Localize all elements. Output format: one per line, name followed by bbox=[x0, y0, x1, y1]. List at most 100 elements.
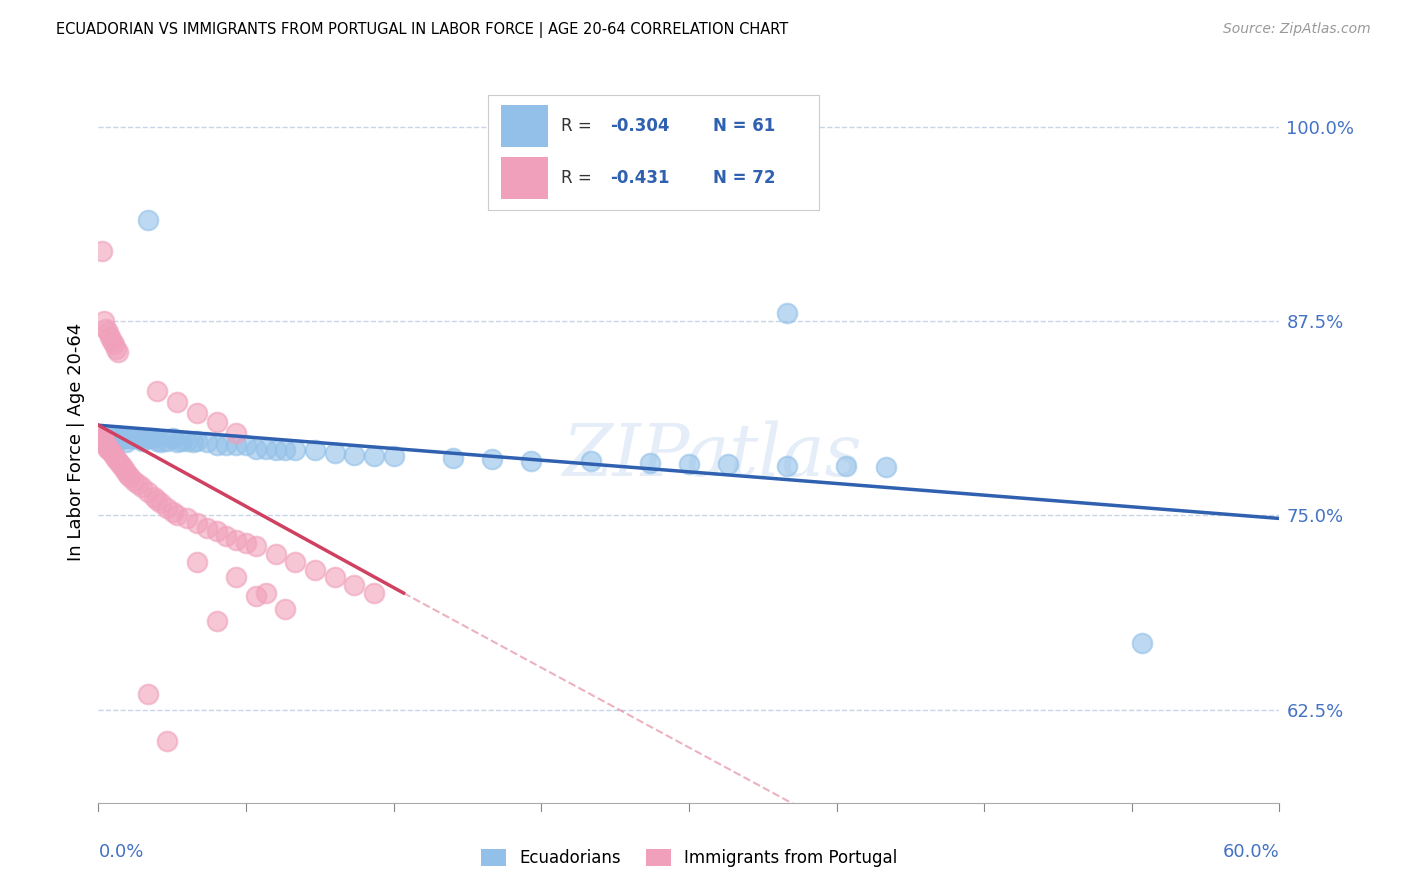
Point bbox=[579, 454, 602, 468]
Text: ZIPatlas: ZIPatlas bbox=[562, 421, 862, 491]
Point bbox=[186, 406, 208, 420]
Point bbox=[142, 431, 165, 445]
Point bbox=[96, 438, 118, 452]
Point bbox=[215, 438, 238, 452]
Point bbox=[105, 342, 128, 356]
Point bbox=[91, 244, 114, 259]
Point bbox=[235, 438, 257, 452]
Point bbox=[96, 438, 118, 452]
Point bbox=[103, 337, 125, 351]
Point bbox=[117, 431, 139, 445]
Point bbox=[112, 461, 135, 475]
Point bbox=[93, 434, 115, 448]
Point bbox=[136, 431, 159, 445]
Point bbox=[136, 485, 159, 500]
Point bbox=[118, 469, 141, 483]
Point bbox=[717, 457, 740, 471]
Point bbox=[93, 431, 115, 445]
Point bbox=[156, 500, 179, 515]
Point bbox=[195, 521, 218, 535]
Point bbox=[131, 434, 153, 448]
Point bbox=[835, 458, 858, 473]
Point bbox=[107, 454, 129, 468]
Point bbox=[142, 490, 165, 504]
Point bbox=[103, 431, 125, 445]
Point bbox=[108, 457, 131, 471]
Point bbox=[225, 533, 247, 548]
Point bbox=[122, 474, 145, 488]
Point bbox=[91, 431, 114, 445]
Point bbox=[156, 434, 179, 448]
Point bbox=[121, 431, 143, 445]
Point bbox=[1130, 636, 1153, 650]
Point bbox=[101, 431, 124, 445]
Point bbox=[103, 450, 125, 464]
Point bbox=[89, 431, 111, 445]
Point bbox=[101, 334, 124, 349]
Point bbox=[166, 395, 188, 409]
Point bbox=[97, 431, 120, 445]
Text: ECUADORIAN VS IMMIGRANTS FROM PORTUGAL IN LABOR FORCE | AGE 20-64 CORRELATION CH: ECUADORIAN VS IMMIGRANTS FROM PORTUGAL I… bbox=[56, 22, 789, 38]
Point bbox=[107, 431, 129, 445]
Point bbox=[225, 425, 247, 440]
Point bbox=[107, 345, 129, 359]
Point bbox=[127, 477, 149, 491]
Point bbox=[138, 431, 160, 445]
Point bbox=[111, 431, 134, 445]
Point bbox=[127, 431, 149, 445]
Point bbox=[156, 733, 179, 747]
Point bbox=[181, 435, 204, 450]
Point bbox=[131, 480, 153, 494]
Point bbox=[118, 431, 141, 445]
Point bbox=[112, 431, 135, 445]
Point bbox=[176, 511, 198, 525]
Point bbox=[264, 547, 287, 561]
Point bbox=[89, 431, 111, 445]
Point bbox=[245, 589, 267, 603]
Point bbox=[264, 443, 287, 458]
Point bbox=[98, 443, 121, 458]
Point bbox=[162, 431, 184, 445]
Point bbox=[122, 431, 145, 445]
Point bbox=[93, 431, 115, 445]
Point bbox=[93, 434, 115, 448]
Point bbox=[111, 458, 134, 473]
Point bbox=[166, 435, 188, 450]
Point bbox=[91, 431, 114, 445]
Point bbox=[166, 508, 188, 523]
Point bbox=[205, 524, 228, 538]
Point bbox=[115, 435, 138, 450]
Point bbox=[195, 435, 218, 450]
Point bbox=[304, 443, 326, 458]
Point bbox=[96, 322, 118, 336]
Point bbox=[170, 434, 193, 448]
Y-axis label: In Labor Force | Age 20-64: In Labor Force | Age 20-64 bbox=[66, 322, 84, 561]
Point bbox=[176, 434, 198, 448]
Point bbox=[363, 450, 385, 464]
Point bbox=[146, 384, 169, 398]
Point bbox=[186, 516, 208, 530]
Point bbox=[875, 460, 897, 475]
Point bbox=[284, 555, 307, 569]
Point bbox=[205, 438, 228, 452]
Point bbox=[105, 431, 128, 445]
Point bbox=[254, 586, 277, 600]
Point bbox=[186, 434, 208, 448]
Point bbox=[105, 452, 128, 467]
Point bbox=[205, 415, 228, 429]
Point bbox=[520, 454, 543, 468]
Point bbox=[98, 329, 121, 343]
Point bbox=[93, 314, 115, 328]
Point bbox=[225, 570, 247, 584]
Point bbox=[343, 448, 366, 462]
Point bbox=[441, 450, 464, 465]
Point bbox=[343, 578, 366, 592]
Point bbox=[89, 431, 111, 445]
Point bbox=[363, 586, 385, 600]
Point bbox=[89, 431, 111, 445]
Point bbox=[97, 442, 120, 456]
Point bbox=[638, 456, 661, 470]
Point bbox=[225, 438, 247, 452]
Point bbox=[91, 431, 114, 445]
Text: 60.0%: 60.0% bbox=[1223, 843, 1279, 861]
